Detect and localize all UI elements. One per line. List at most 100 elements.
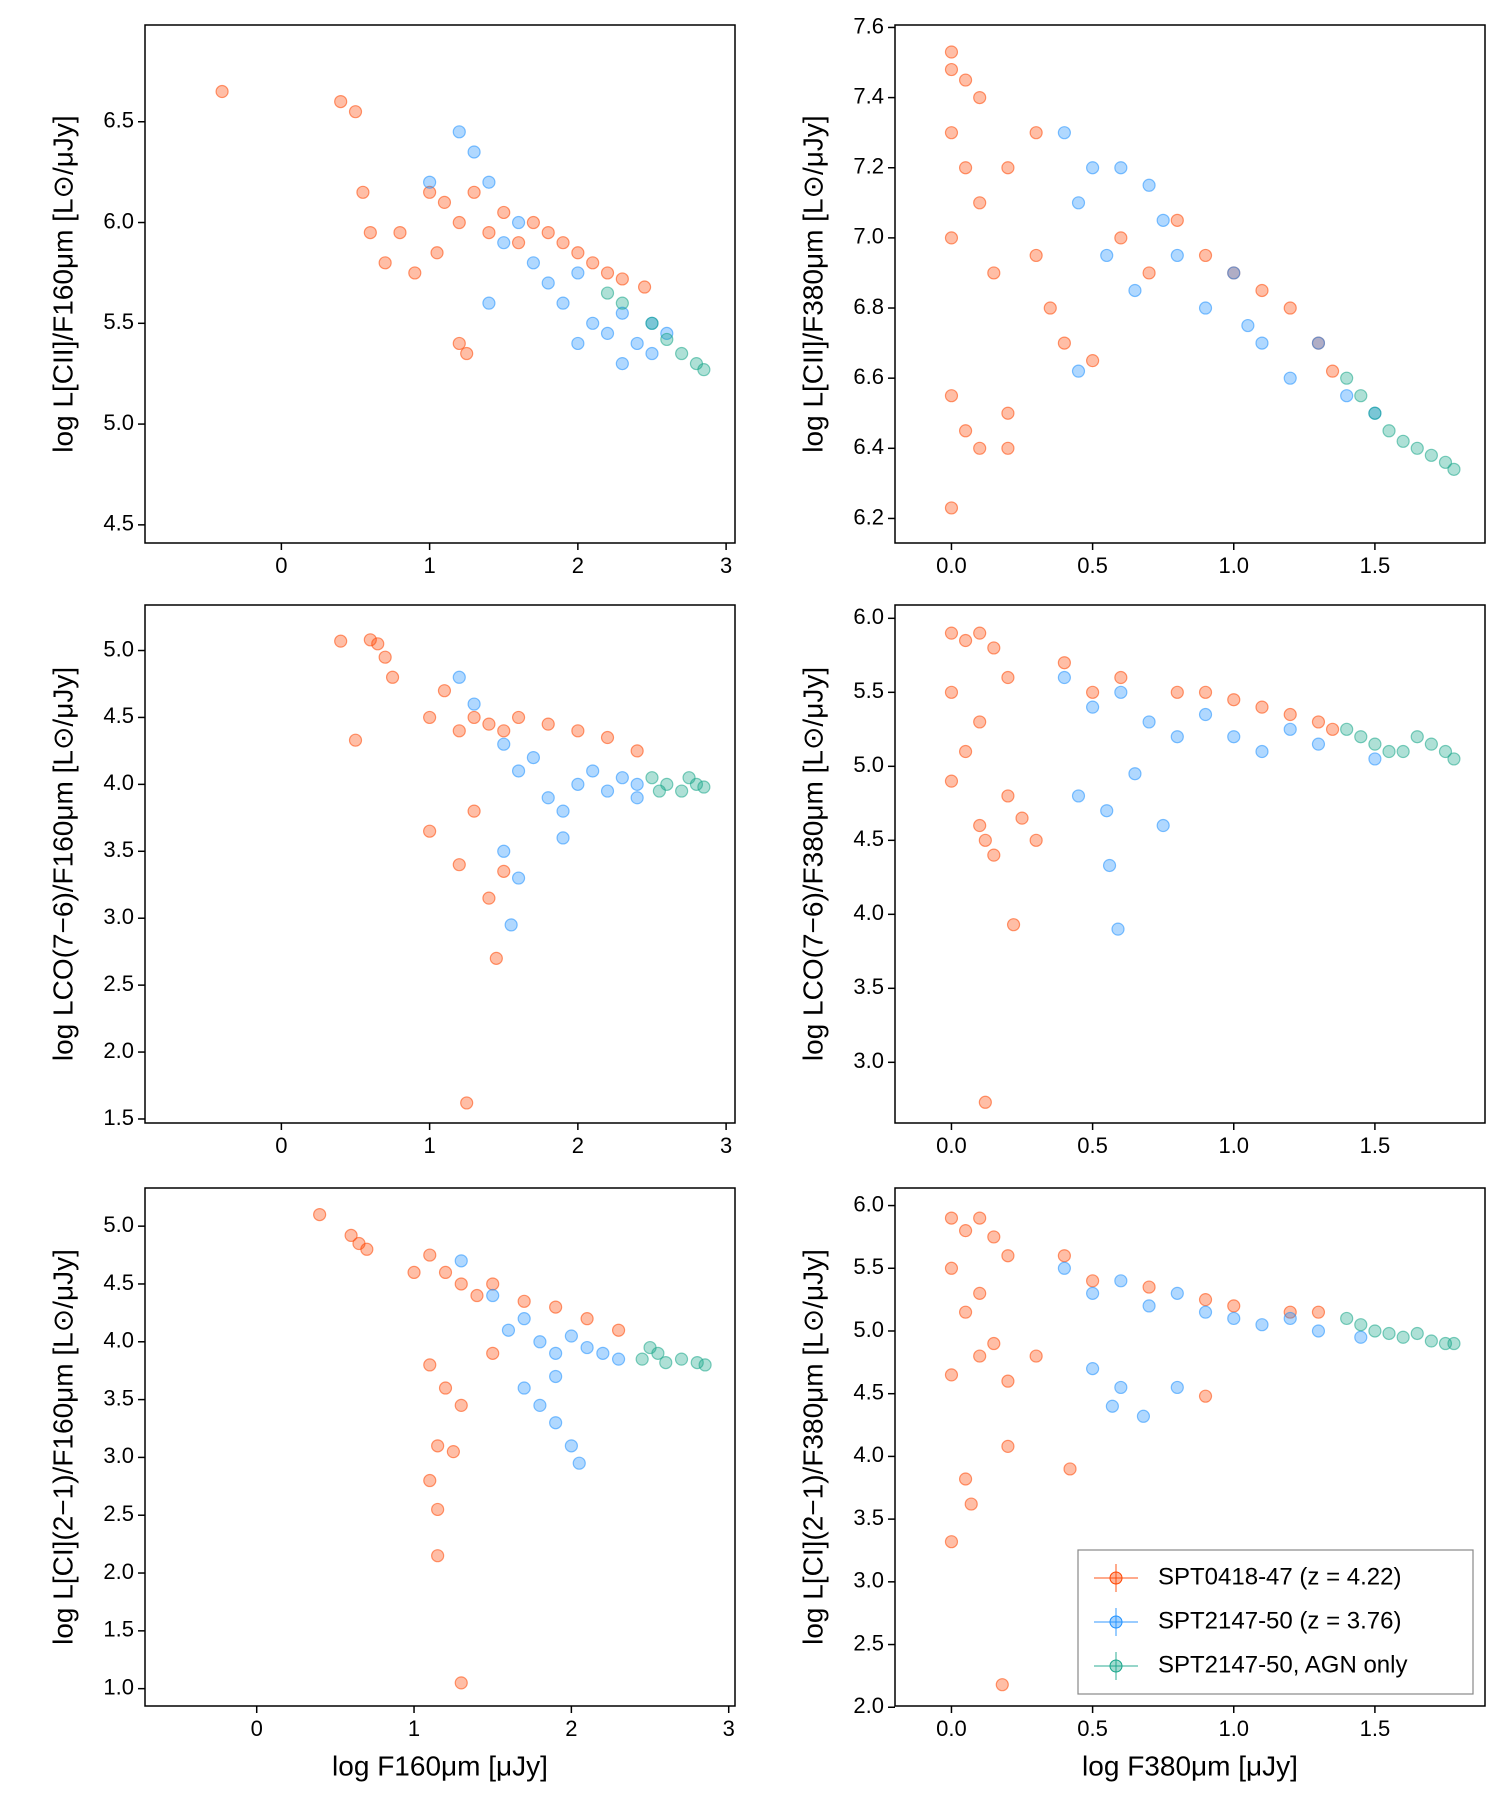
y-tick-label: 5.5 [853,1254,884,1279]
point [549,1346,563,1360]
point [1325,722,1340,736]
point [423,1473,437,1488]
point [958,424,973,438]
x-tick-label: 0.0 [936,553,967,578]
point [1057,336,1071,350]
point [1114,1380,1128,1395]
point [526,256,540,270]
plot-frame [894,1187,1486,1707]
y-tick-label: 1.5 [103,1105,134,1130]
point [586,764,600,778]
point [944,774,959,788]
point [698,1358,712,1372]
point [1410,730,1424,744]
point [541,276,555,290]
point [987,266,1001,280]
point [637,280,652,294]
y-tick-label: 5.0 [103,1212,134,1237]
point [1001,1374,1015,1388]
point [482,296,496,310]
point [1086,354,1100,368]
point [1438,744,1453,759]
point [1311,1305,1326,1319]
point [1311,1324,1326,1338]
point [348,733,363,747]
point [549,1369,563,1384]
y-tick-label: 5.0 [853,752,884,777]
y-tick-label: 7.6 [853,13,884,38]
point [1001,789,1015,803]
point [1057,656,1071,670]
point [1086,1362,1100,1376]
point [556,831,570,845]
y-tick-label: 5.0 [853,1317,884,1342]
point [1340,722,1354,736]
point [1227,730,1241,744]
point [1001,1249,1015,1263]
x-tick-label: 3 [720,553,732,578]
point [511,871,526,885]
x-tick-label: 0.5 [1077,1133,1108,1158]
point [1354,1318,1368,1332]
point [371,637,385,651]
point [482,226,496,240]
point [438,1265,453,1280]
point [1438,455,1453,469]
point [549,1300,563,1314]
point [973,441,987,455]
point [363,633,377,647]
x-tick-label: 0.5 [1077,553,1108,578]
point [1255,1318,1269,1332]
point [987,641,1001,655]
point [586,256,600,270]
point [571,777,585,791]
plot-frame [144,24,736,544]
point [944,626,959,640]
point [467,185,481,199]
point [645,771,659,785]
point [1170,1286,1184,1300]
point [504,918,518,932]
point [356,185,370,199]
point [645,316,659,330]
point [600,326,615,340]
y-tick-label: 6.6 [853,364,884,389]
point [1368,737,1382,751]
point [460,346,474,361]
point [958,73,973,87]
point [549,1416,563,1430]
point [1086,1274,1100,1288]
x-tick-label: 1.5 [1360,553,1391,578]
point [600,784,615,798]
point [430,246,444,260]
point [1043,301,1057,315]
point [611,1323,626,1337]
point [659,1355,673,1370]
point [1001,670,1015,685]
point [1114,670,1128,685]
point [987,1336,1001,1351]
plot-frame [144,604,736,1124]
point [1283,722,1297,736]
point [1142,715,1156,729]
point [615,357,629,371]
point [1086,161,1100,175]
point [944,685,959,699]
x-tick-label: 3 [720,1133,732,1158]
point [556,804,570,818]
point [423,824,437,838]
point [600,266,615,280]
point [944,1535,959,1549]
point [944,389,959,403]
point [486,1288,500,1303]
point [334,94,348,109]
point [1396,744,1410,759]
point [452,670,466,684]
point [467,145,481,159]
point [1255,336,1269,350]
plot-frame [144,1187,736,1707]
point [987,1230,1001,1244]
point [1170,248,1184,263]
y-tick-label: 6.4 [853,434,884,459]
x-axis-label: log F380μm [μJy] [1082,1750,1298,1781]
